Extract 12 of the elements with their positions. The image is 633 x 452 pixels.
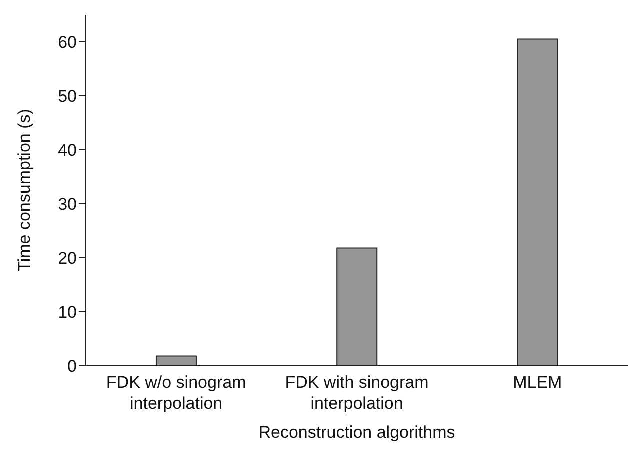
y-tick-label: 0 [68,357,77,376]
y-tick-label: 60 [58,33,77,52]
x-tick-label: FDK with sinogram interpolation [285,373,429,413]
y-tick-label: 20 [58,249,77,268]
y-tick-label: 30 [58,195,77,214]
y-axis-title: Time consumption (s) [15,109,34,272]
y-tick-label: 10 [58,303,77,322]
y-tick-label: 50 [58,87,77,106]
y-tick-label: 40 [58,141,77,160]
x-axis-title: Reconstruction algorithms [258,423,456,442]
x-tick-label: MLEM [513,373,562,392]
x-tick-label: FDK w/o sinogram interpolation [106,373,246,413]
